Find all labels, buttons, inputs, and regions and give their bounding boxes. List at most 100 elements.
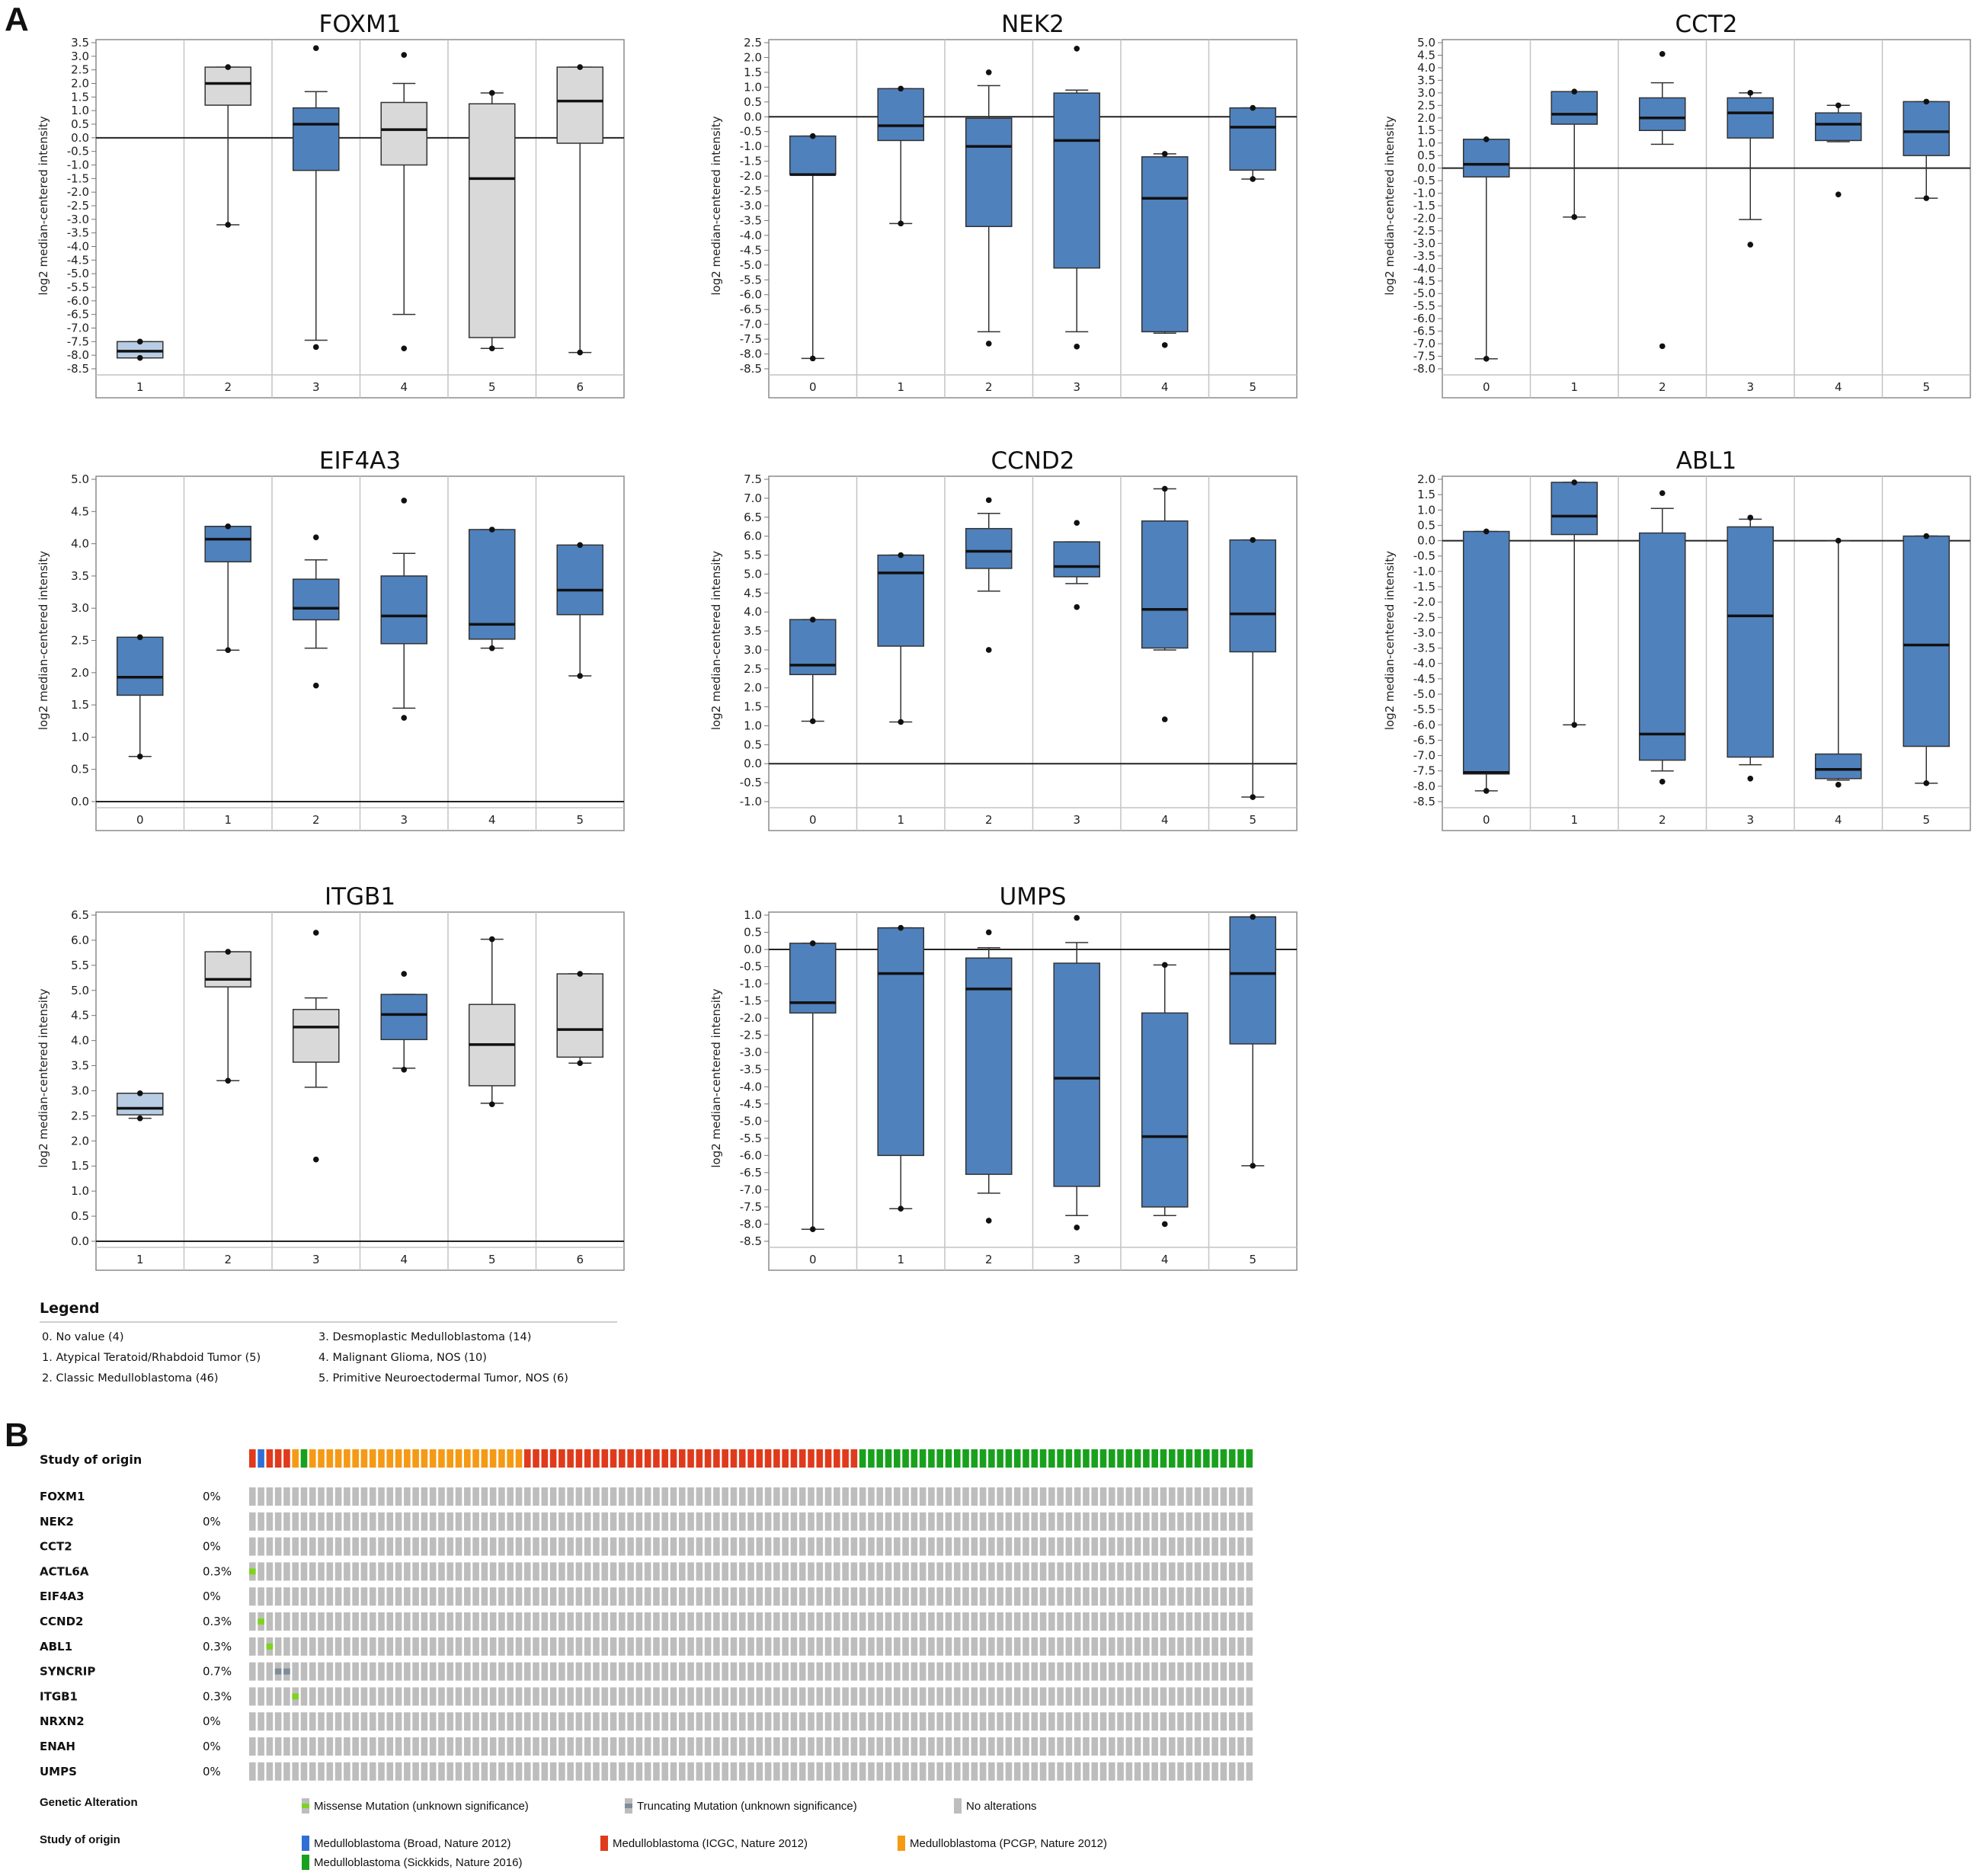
sample-cell (274, 1537, 282, 1556)
box-body (1727, 526, 1775, 758)
sample-cell (334, 1612, 342, 1631)
sample-cell (670, 1762, 677, 1781)
sample-cell (824, 1512, 832, 1531)
sample-cell (661, 1587, 669, 1606)
sample-cell (894, 1712, 901, 1731)
sample-cell (352, 1637, 359, 1656)
gene-percent: 0.3% (203, 1640, 232, 1654)
sample-cell (824, 1712, 832, 1731)
sample-cell (885, 1537, 892, 1556)
category-label: 1 (897, 380, 904, 394)
sample-cell (798, 1562, 806, 1581)
study-cell (1023, 1449, 1029, 1468)
sample-cell (258, 1762, 264, 1781)
sample-cell (1143, 1512, 1150, 1531)
sample-cell (773, 1762, 780, 1781)
outlier-point (312, 45, 319, 51)
sample-cell (249, 1512, 256, 1531)
sample-cell (258, 1637, 264, 1656)
sample-cell (344, 1762, 350, 1781)
category-label: 3 (1073, 380, 1080, 394)
sample-cell (988, 1487, 995, 1506)
study-cell (962, 1449, 969, 1468)
sample-cell (1109, 1537, 1115, 1556)
outlier-point (1571, 88, 1578, 94)
sample-cell (1211, 1737, 1218, 1756)
sample-cell (910, 1612, 918, 1631)
sample-cell (1023, 1587, 1029, 1606)
outlier-point (488, 645, 495, 651)
sample-cell (593, 1512, 600, 1531)
study-key-broad: Medulloblastoma (Broad, Nature 2012) (302, 1836, 510, 1851)
category-label: 2 (224, 380, 232, 394)
sample-cell (610, 1637, 617, 1656)
y-tick-label: -5.5 (740, 273, 762, 287)
y-tick-label: -1.5 (1413, 580, 1435, 594)
sample-cell (507, 1637, 514, 1656)
box-6 (556, 971, 604, 1067)
sample-cell (1091, 1537, 1099, 1556)
study-cell (1246, 1449, 1253, 1468)
box-body (877, 88, 925, 142)
study-cell (283, 1449, 290, 1468)
sample-cell (1057, 1487, 1064, 1506)
sample-cell (533, 1712, 539, 1731)
sample-cell (696, 1737, 703, 1756)
sample-cell (1091, 1662, 1099, 1681)
sample-cell (601, 1662, 609, 1681)
sample-cell (1151, 1587, 1158, 1606)
sample-cell (507, 1687, 514, 1706)
sample-cell (1065, 1762, 1073, 1781)
study-cell (274, 1449, 282, 1468)
outlier-point (985, 69, 992, 75)
sample-cell (1074, 1587, 1081, 1606)
sample-cell (429, 1687, 437, 1706)
legend-item: 3. Desmoplastic Medulloblastoma (14) (318, 1331, 532, 1343)
sample-cell (352, 1612, 359, 1631)
sample-cell (318, 1662, 325, 1681)
sample-cell (619, 1512, 626, 1531)
outlier-point (898, 85, 904, 92)
study-cell (1091, 1449, 1099, 1468)
sample-cell (756, 1587, 763, 1606)
sample-cell (945, 1737, 952, 1756)
y-tick-label: 1.5 (71, 90, 89, 104)
sample-cell (696, 1487, 703, 1506)
sample-cell (644, 1487, 651, 1506)
outlier-point (312, 1156, 319, 1163)
category-label: 6 (576, 380, 584, 394)
sample-cell (549, 1737, 557, 1756)
sample-cell (885, 1712, 892, 1731)
sample-cell (670, 1562, 677, 1581)
sample-cell (635, 1487, 643, 1506)
sample-cell (1228, 1737, 1236, 1756)
sample-cell (910, 1512, 918, 1531)
sample-cell (455, 1587, 462, 1606)
sample-cell (584, 1612, 591, 1631)
sample-cell (773, 1737, 780, 1756)
sample-cell (1143, 1762, 1150, 1781)
gene-row-foxm1: FOXM1 0% (40, 1487, 1253, 1506)
study-cell (404, 1449, 411, 1468)
box-4 (1141, 962, 1189, 1228)
sample-cell (885, 1687, 892, 1706)
sample-cell (824, 1662, 832, 1681)
sample-cell (653, 1487, 660, 1506)
sample-cell (610, 1512, 617, 1531)
sample-cell (859, 1512, 866, 1531)
sample-cell (1203, 1587, 1210, 1606)
sample-cell (894, 1637, 901, 1656)
sample-cell (318, 1562, 325, 1581)
y-tick-label: -3.5 (1413, 249, 1435, 263)
y-tick-label: -8.5 (1413, 795, 1435, 808)
y-tick-label: 1.5 (1417, 488, 1435, 501)
sample-cell (910, 1562, 918, 1581)
sample-cell (816, 1687, 824, 1706)
sample-cell (258, 1562, 264, 1581)
sample-cell (834, 1487, 840, 1506)
sample-cell (928, 1612, 935, 1631)
sample-cell (438, 1712, 445, 1731)
sample-cell (1134, 1637, 1141, 1656)
sample-cell (1039, 1562, 1047, 1581)
study-cell (782, 1449, 789, 1468)
